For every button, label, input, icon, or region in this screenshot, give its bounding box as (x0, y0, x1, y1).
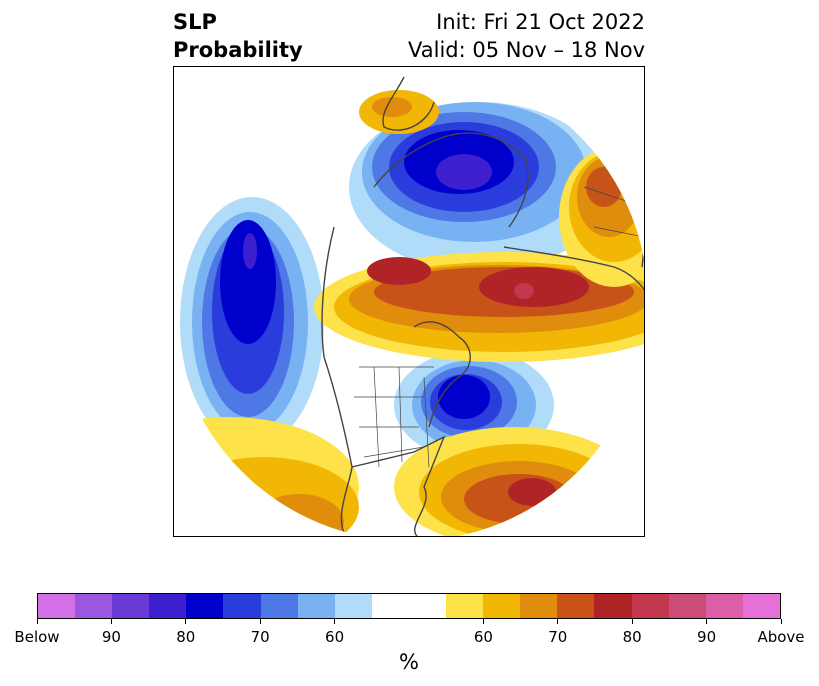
colorbar-tick-label: Below (14, 628, 60, 646)
colorbar-segment (334, 594, 372, 618)
colorbar-segment (149, 594, 187, 618)
greenland-coast (382, 76, 435, 131)
colorbar-segment (742, 594, 780, 618)
colorbar-segment (705, 594, 743, 618)
colorbar-tick-label: 90 (101, 628, 121, 646)
chart-title-block: SLP Probability (173, 8, 303, 64)
probability-map (173, 66, 645, 537)
euro-high-75 (586, 167, 622, 207)
map-canvas (174, 76, 644, 536)
colorbar-segment (75, 594, 113, 618)
colorbar-segment (446, 594, 484, 618)
colorbar (37, 593, 781, 619)
colorbar-tick-label: 80 (622, 628, 642, 646)
arctic-high-85 (514, 283, 534, 299)
arctic-high-80 (479, 267, 589, 307)
colorbar-tick-mark (706, 619, 708, 624)
colorbar-segment (38, 594, 76, 618)
colorbar-tick-label: 70 (548, 628, 568, 646)
colorbar-segment (371, 594, 409, 618)
atl-high-80 (508, 478, 556, 506)
us-outline (351, 435, 446, 536)
colorbar-tick-mark (36, 619, 38, 624)
arctic-low-85 (436, 154, 492, 190)
siberia-coast (503, 246, 644, 293)
colorbar-segment (557, 594, 595, 618)
colorbar-segment (408, 594, 447, 618)
init-date: Init: Fri 21 Oct 2022 (436, 10, 645, 34)
colorbar-segment (668, 594, 706, 618)
colorbar-tick-mark (334, 619, 336, 624)
colorbar-segment (223, 594, 261, 618)
anomaly-field (174, 90, 644, 536)
colorbar-segment (260, 594, 298, 618)
hudson-low-80 (438, 375, 490, 419)
greenland-high-70 (372, 97, 412, 117)
title-product: Probability (173, 38, 303, 62)
colorbar-tick-mark (557, 619, 559, 624)
valid-range: Valid: 05 Nov – 18 Nov (408, 38, 645, 62)
west-coast-line (321, 226, 353, 536)
title-variable: SLP (173, 10, 217, 34)
colorbar-tick-label: Above (757, 628, 805, 646)
colorbar-tick-label: 90 (697, 628, 717, 646)
colorbar-units: % (399, 650, 419, 674)
colorbar-segment (520, 594, 558, 618)
colorbar-tick-mark (631, 619, 633, 624)
pacific-low-80 (220, 220, 276, 344)
colorbar-tick-label: 70 (250, 628, 270, 646)
colorbar-tick-mark (482, 619, 484, 624)
pacific-low-85 (243, 233, 257, 269)
colorbar-segment (594, 594, 632, 618)
province-lines (354, 366, 434, 458)
colorbar-segment (297, 594, 335, 618)
chart-date-block: Init: Fri 21 Oct 2022 Valid: 05 Nov – 18… (408, 8, 645, 64)
arctic-islands (373, 132, 529, 228)
colorbar-segment (483, 594, 521, 618)
colorbar-segment (186, 594, 224, 618)
hudson-bay-outline (413, 321, 471, 428)
colorbar-segment (112, 594, 150, 618)
colorbar-segment (631, 594, 669, 618)
colorbar-tick-label: 60 (473, 628, 493, 646)
colorbar-tick-label: 80 (176, 628, 196, 646)
colorbar-tick-mark (780, 619, 782, 624)
colorbar-tick-mark (110, 619, 112, 624)
arctic-high-80b (367, 257, 431, 285)
colorbar-tick-mark (259, 619, 261, 624)
colorbar-tick-mark (185, 619, 187, 624)
colorbar-tick-label: 60 (325, 628, 345, 646)
state-lines (373, 366, 430, 468)
